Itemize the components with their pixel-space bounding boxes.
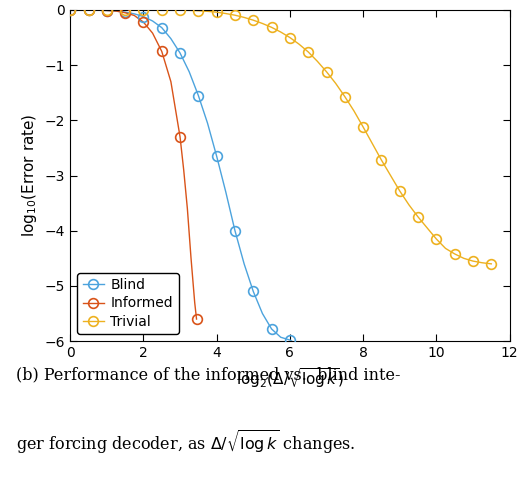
Text: ger forcing decoder, as $\Delta/\sqrt{\log k}$ changes.: ger forcing decoder, as $\Delta/\sqrt{\l… <box>16 428 355 456</box>
X-axis label: log$_2$($\Delta/\sqrt{\log k}$): log$_2$($\Delta/\sqrt{\log k}$) <box>236 366 344 389</box>
Legend: Blind, Informed, Trivial: Blind, Informed, Trivial <box>77 273 179 334</box>
Y-axis label: log$_{10}$(Error rate): log$_{10}$(Error rate) <box>20 114 40 238</box>
Text: (b) Performance of the informed vs.  blind inte-: (b) Performance of the informed vs. blin… <box>16 366 400 383</box>
